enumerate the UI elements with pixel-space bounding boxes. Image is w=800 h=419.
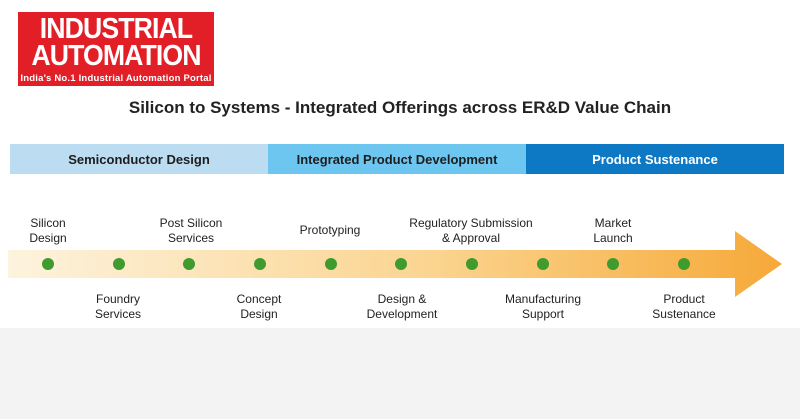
step-post-silicon-services: Post Silicon Services <box>159 216 223 245</box>
step-prototyping: Prototyping <box>299 223 361 237</box>
milestone-dot <box>678 258 690 270</box>
milestone-dot <box>254 258 266 270</box>
step-manufacturing-support: Manufacturing Support <box>504 292 582 321</box>
milestone-dot <box>112 258 125 270</box>
phase-semiconductor-design: Semiconductor Design <box>10 144 268 174</box>
industrial-automation-logo[interactable]: INDUSTRIAL AUTOMATION India's No.1 Indus… <box>18 12 214 86</box>
step-foundry-services: Foundry Services <box>94 292 141 321</box>
value-chain-arrow <box>8 231 782 297</box>
step-regulatory-submission: Regulatory Submission & Approval <box>409 216 533 245</box>
step-product-sustenance: Product Sustenance <box>652 292 716 321</box>
logo-line-1: INDUSTRIAL <box>39 13 193 45</box>
diagram-slide <box>0 90 800 328</box>
phase-integrated-product-development: Integrated Product Development <box>268 144 526 174</box>
milestone-dot <box>536 258 549 270</box>
step-concept-design: Concept Design <box>236 292 282 321</box>
milestone-dot <box>324 258 337 270</box>
phase-product-sustenance: Product Sustenance <box>526 144 784 174</box>
step-design-development: Design & Development <box>366 292 438 321</box>
milestone-dot <box>42 258 54 270</box>
milestone-dot <box>466 258 478 270</box>
logo-line-2: AUTOMATION <box>31 40 201 72</box>
milestone-dot <box>395 258 408 270</box>
step-market-launch: Market Launch <box>593 216 633 245</box>
step-silicon-design: Silicon Design <box>29 216 67 245</box>
diagram-title: Silicon to Systems - Integrated Offering… <box>128 98 672 117</box>
milestone-dot <box>607 258 620 270</box>
logo-tagline: India's No.1 Industrial Automation Porta… <box>20 73 212 84</box>
milestone-dot <box>183 258 196 270</box>
